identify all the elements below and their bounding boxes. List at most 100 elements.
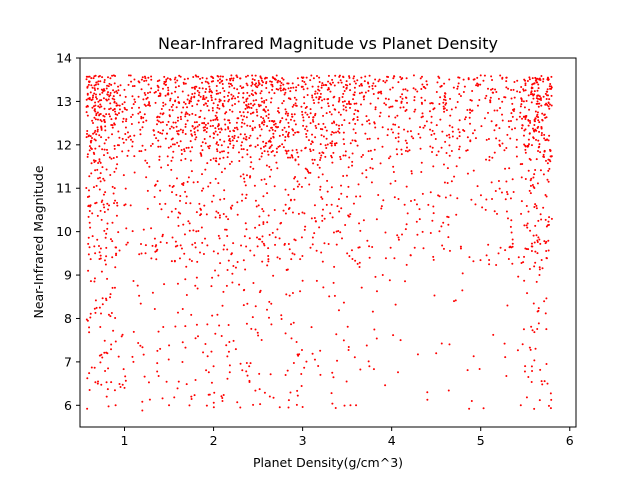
data-point [310, 143, 313, 146]
data-point [312, 120, 315, 123]
data-point [103, 229, 106, 232]
data-point [260, 77, 263, 80]
data-point [109, 173, 112, 176]
data-point [347, 349, 350, 352]
data-point [511, 115, 514, 118]
data-point [130, 122, 133, 125]
data-point [113, 108, 116, 111]
data-point [122, 174, 125, 177]
data-point [142, 98, 145, 101]
data-point [369, 102, 372, 105]
data-point [523, 224, 526, 227]
data-point [101, 148, 104, 151]
data-point [339, 155, 342, 158]
data-point [254, 126, 257, 129]
data-point [320, 86, 323, 89]
data-point [202, 253, 205, 256]
y-tick-label: 6 [64, 398, 72, 413]
data-point [349, 89, 352, 92]
data-point [92, 77, 95, 80]
data-point [232, 77, 235, 80]
data-point [306, 129, 309, 132]
data-point [352, 128, 355, 131]
data-point [351, 257, 354, 260]
data-point [351, 164, 354, 167]
data-point [510, 231, 513, 234]
data-point [158, 203, 161, 206]
data-point [301, 80, 304, 83]
data-point [154, 101, 157, 104]
data-point [99, 209, 102, 212]
x-axis-label: Planet Density(g/cm^3) [253, 455, 403, 470]
data-point [265, 98, 268, 101]
data-point [95, 81, 98, 84]
data-point [367, 150, 370, 153]
data-point [249, 112, 252, 115]
data-point [338, 99, 341, 102]
data-point [94, 381, 97, 384]
data-point [461, 272, 464, 275]
data-point [343, 404, 346, 407]
data-point [205, 96, 208, 99]
data-point [101, 166, 104, 169]
data-point [369, 149, 372, 152]
data-point [457, 82, 460, 85]
data-point [291, 156, 294, 159]
data-point [196, 89, 199, 92]
data-point [327, 86, 330, 89]
data-point [399, 95, 402, 98]
data-point [169, 99, 172, 102]
data-point [159, 112, 162, 115]
data-point [355, 102, 358, 105]
data-point [285, 150, 288, 153]
data-point [337, 111, 340, 114]
data-point [549, 160, 552, 163]
data-point [493, 151, 496, 154]
data-point [126, 154, 129, 157]
data-point [268, 175, 271, 178]
data-point [214, 127, 217, 130]
data-point [343, 89, 346, 92]
data-point [190, 170, 193, 173]
data-point [252, 281, 255, 284]
data-point [112, 329, 115, 332]
data-point [94, 147, 97, 150]
data-point [420, 96, 423, 99]
data-point [285, 293, 288, 296]
data-point [93, 245, 96, 248]
data-point [222, 156, 225, 159]
data-point [97, 177, 100, 180]
data-point [106, 352, 109, 355]
data-point [118, 249, 121, 252]
data-point [334, 407, 337, 410]
data-point [272, 136, 275, 139]
data-point [547, 78, 550, 81]
data-point [133, 98, 136, 101]
data-point [190, 96, 193, 99]
data-point [528, 267, 531, 270]
data-point [101, 356, 104, 359]
data-point [254, 83, 257, 86]
data-point [174, 90, 177, 93]
data-point [310, 326, 313, 329]
data-point [204, 123, 207, 126]
data-point [356, 144, 359, 147]
data-point [87, 215, 90, 218]
data-point [245, 75, 248, 78]
data-point [334, 74, 337, 77]
data-point [449, 97, 452, 100]
data-point [363, 80, 366, 83]
data-point [472, 169, 475, 172]
data-point [265, 142, 268, 145]
data-point [144, 148, 147, 151]
data-point [179, 115, 182, 118]
data-point [444, 99, 447, 102]
data-point [88, 372, 91, 375]
data-point [232, 129, 235, 132]
data-point [174, 121, 177, 124]
data-point [361, 172, 364, 175]
data-point [458, 135, 461, 138]
data-point [245, 104, 248, 107]
data-point [180, 153, 183, 156]
data-point [522, 328, 525, 331]
